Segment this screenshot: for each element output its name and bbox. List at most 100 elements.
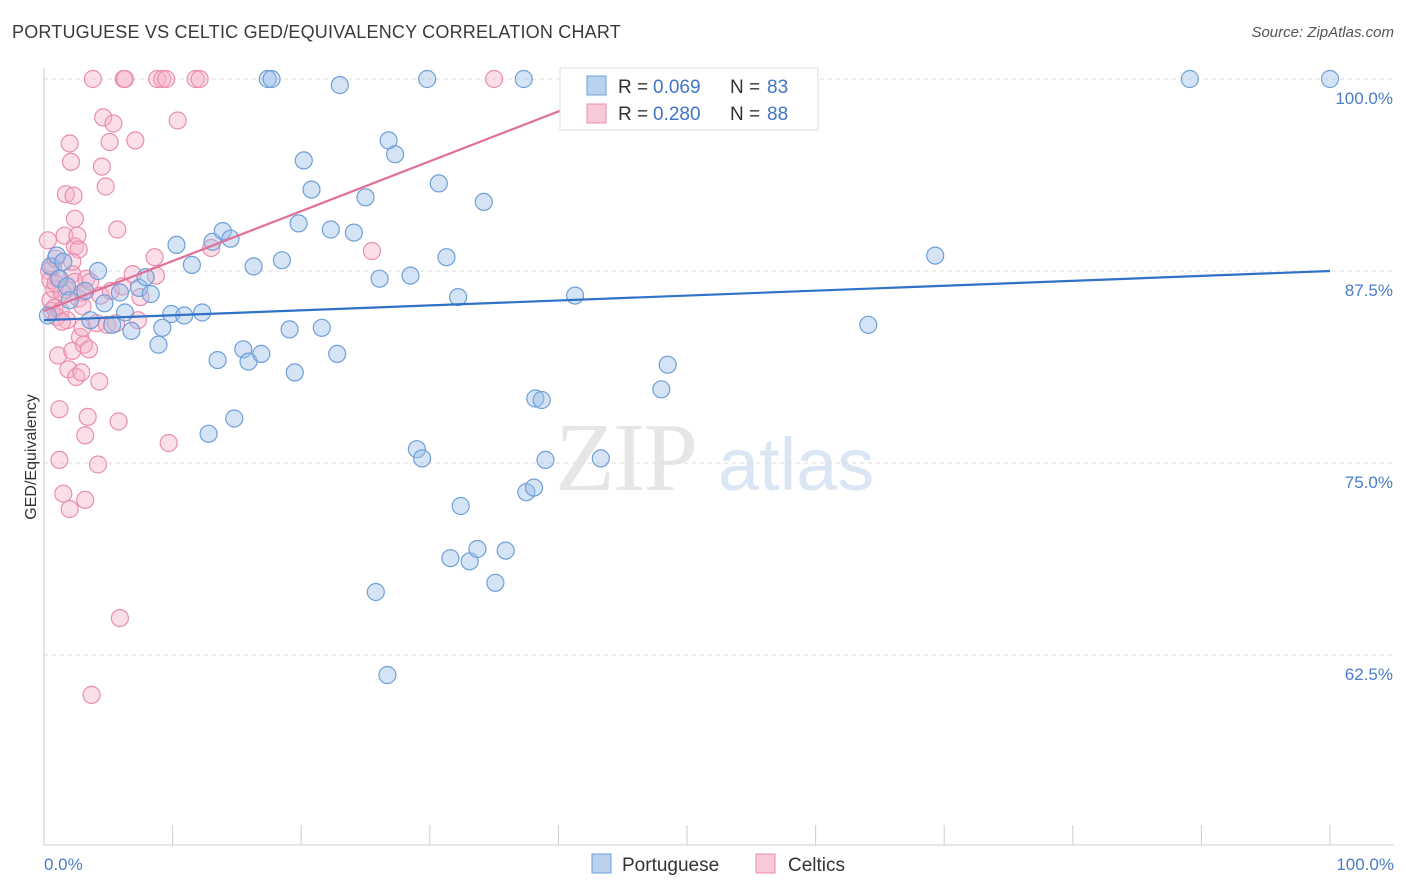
portuguese-point: [149, 335, 168, 354]
portuguese-point: [153, 318, 172, 337]
celtics-point: [50, 400, 69, 419]
portuguese-trend-line: [43, 269, 1331, 322]
celtics-point: [82, 685, 101, 705]
portuguese-point: [213, 222, 232, 241]
celtics-point: [65, 209, 85, 228]
portuguese-point: [199, 424, 218, 443]
portuguese-point: [289, 214, 308, 233]
portuguese-point: [514, 69, 533, 89]
celtics-point: [126, 131, 145, 150]
portuguese-point: [1320, 69, 1340, 89]
celtics-point: [362, 241, 381, 261]
portuguese-point: [652, 380, 671, 399]
x-tick-label-min: 0.0%: [44, 855, 83, 874]
y-tick-label: 100.0%: [1335, 89, 1393, 108]
portuguese-point: [50, 269, 69, 288]
portuguese-point: [57, 277, 77, 296]
legend-n-label-celtics: N =: [730, 104, 760, 125]
portuguese-point: [859, 315, 878, 334]
portuguese-point: [262, 69, 281, 89]
portuguese-point: [252, 344, 271, 363]
celtics-point: [97, 315, 117, 334]
celtics-point: [50, 450, 69, 469]
celtics-point: [76, 490, 95, 509]
celtics-point: [68, 226, 87, 245]
portuguese-point: [413, 449, 432, 468]
celtics-point: [54, 484, 73, 503]
portuguese-point: [356, 188, 375, 207]
bottom-legend-swatch-portuguese: [591, 853, 612, 874]
portuguese-point: [524, 478, 544, 497]
stats-legend: R = 0.069 N = 83 R = 0.280 N = 88: [559, 67, 819, 131]
portuguese-point: [294, 151, 313, 170]
portuguese-point: [532, 390, 551, 410]
celtics-points: [38, 69, 654, 705]
portuguese-point: [386, 145, 405, 164]
portuguese-point: [429, 174, 448, 193]
portuguese-point: [449, 288, 468, 307]
y-tick-label: 87.5%: [1345, 281, 1393, 300]
celtics-point: [72, 363, 91, 382]
portuguese-point: [115, 303, 135, 322]
celtics-point: [90, 372, 109, 391]
celtics-point: [56, 185, 76, 204]
portuguese-point: [285, 363, 304, 382]
portuguese-point: [418, 69, 437, 89]
portuguese-point: [496, 541, 515, 560]
y-tick-labels: 62.5% 75.0% 87.5% 100.0%: [1335, 89, 1393, 684]
trend-lines: [43, 77, 1331, 322]
celtics-point: [109, 412, 128, 431]
portuguese-point: [565, 286, 585, 305]
portuguese-point: [208, 351, 227, 370]
celtics-point: [92, 157, 112, 176]
portuguese-point: [141, 284, 160, 304]
celtics-point: [61, 152, 81, 171]
portuguese-point: [407, 440, 426, 459]
bottom-legend-label-celtics: Celtics: [788, 855, 845, 876]
portuguese-point: [441, 549, 460, 568]
portuguese-point: [451, 496, 470, 516]
celtics-point: [78, 407, 97, 426]
celtics-point: [153, 69, 172, 89]
portuguese-point: [167, 235, 186, 254]
legend-swatch-celtics: [586, 103, 607, 124]
portuguese-point: [130, 278, 149, 297]
legend-n-value-celtics: 88: [767, 104, 788, 125]
bottom-legend-label-portuguese: Portuguese: [622, 855, 719, 876]
legend-r-label-celtics: R =: [618, 104, 648, 125]
portuguese-point: [474, 192, 493, 211]
portuguese-point: [182, 255, 201, 274]
celtics-point: [41, 271, 60, 290]
portuguese-point: [658, 355, 677, 374]
celtics-point: [64, 186, 83, 205]
legend-r-label-portuguese: R =: [618, 77, 648, 98]
celtics-point: [76, 426, 95, 445]
celtics-point: [100, 132, 119, 152]
portuguese-point: [193, 303, 212, 322]
portuguese-point: [468, 539, 487, 559]
y-axis-label: GED/Equivalency: [23, 394, 40, 519]
celtics-point: [108, 220, 127, 239]
portuguese-point: [110, 283, 130, 302]
portuguese-point: [312, 318, 331, 337]
celtics-point: [60, 134, 79, 153]
x-tick-marks: [43, 825, 1331, 845]
y-tick-label: 75.0%: [1345, 473, 1393, 492]
portuguese-point: [366, 582, 385, 602]
legend-n-value-portuguese: 83: [767, 77, 788, 98]
celtics-point: [88, 455, 108, 474]
celtics-point: [79, 340, 99, 359]
celtics-point: [190, 69, 209, 89]
source-label: Source: ZipAtlas.com: [1251, 24, 1394, 41]
portuguese-point: [486, 573, 505, 592]
celtics-point: [145, 248, 164, 267]
portuguese-point: [54, 252, 73, 271]
portuguese-point: [330, 75, 349, 95]
series-legend: Portuguese Celtics: [591, 853, 845, 876]
axes: [43, 68, 1394, 846]
x-tick-label-max: 100.0%: [1336, 855, 1394, 874]
portuguese-point: [302, 180, 321, 199]
celtics-point: [96, 177, 115, 196]
celtics-point: [157, 69, 176, 89]
